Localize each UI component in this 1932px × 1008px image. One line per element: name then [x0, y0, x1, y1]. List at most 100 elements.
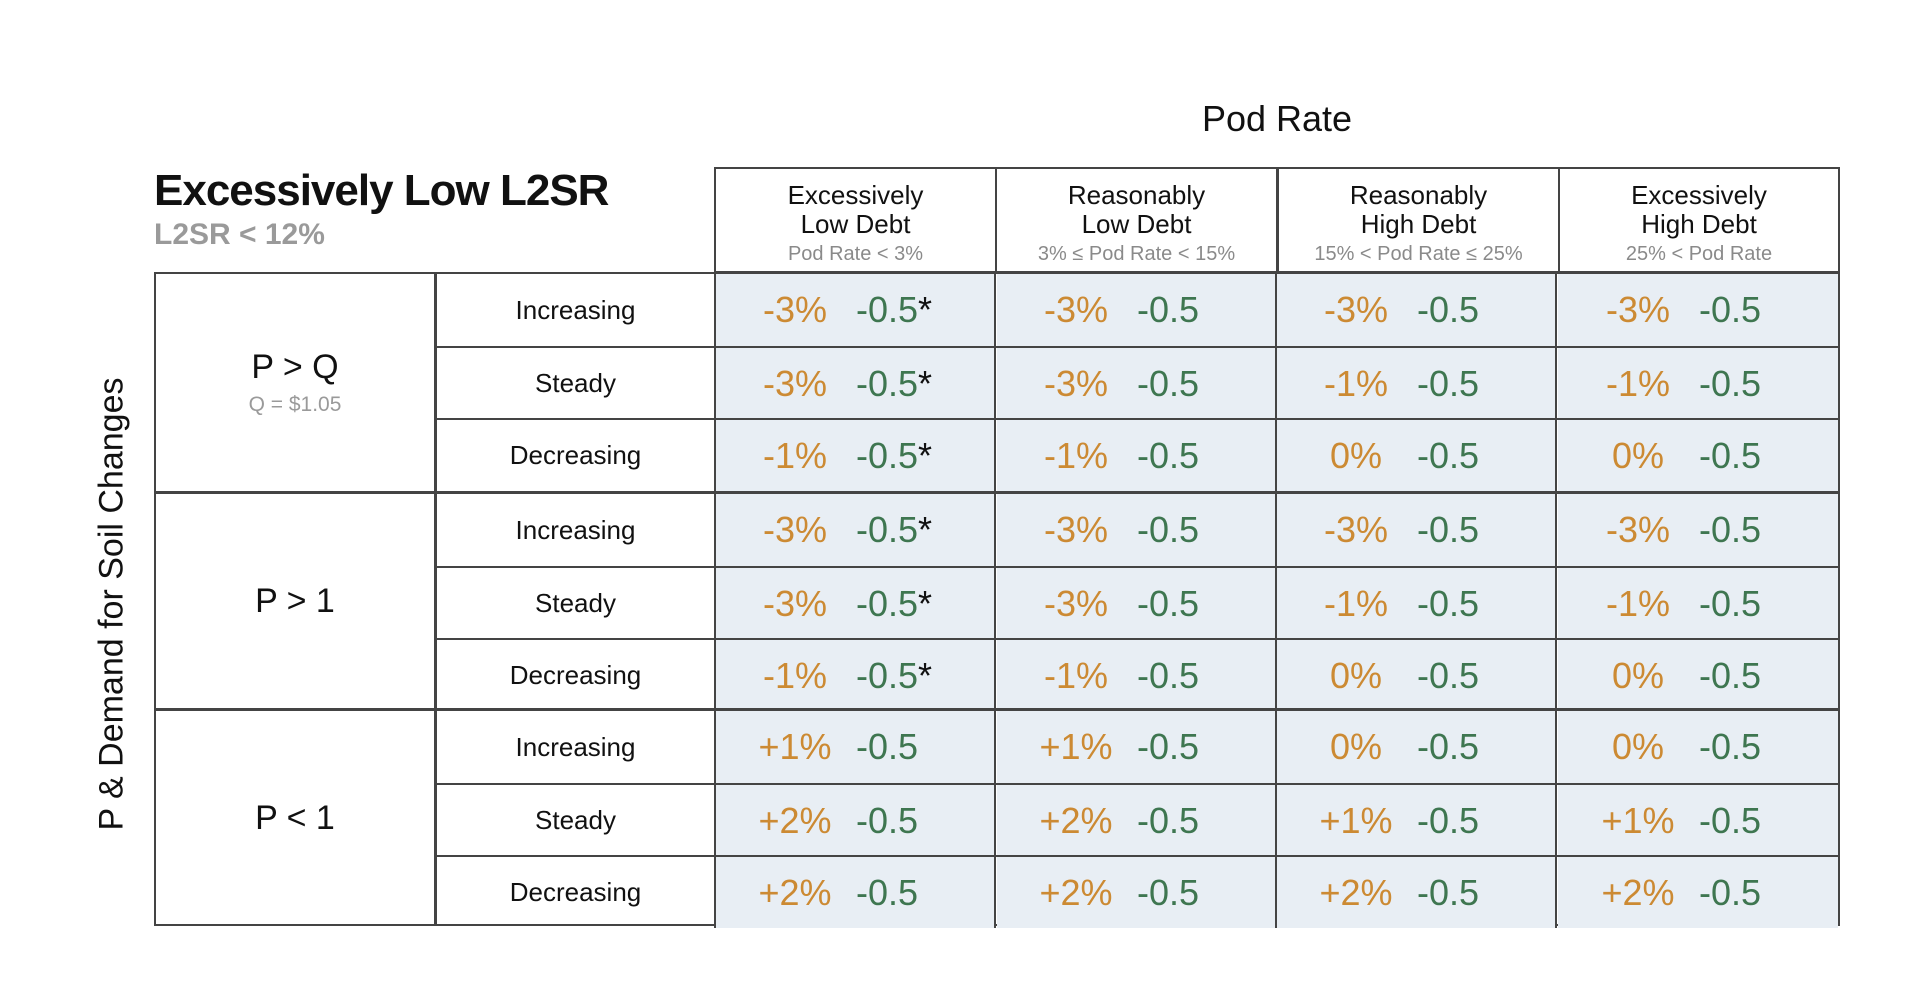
- group-condition-note: Q = $1.05: [248, 393, 342, 416]
- adjustment-value: -0.5: [1405, 583, 1525, 625]
- rate-change-value: -3%: [762, 289, 828, 330]
- rate-change-value: -1%: [1605, 362, 1671, 404]
- table-cell: -3% -0.5: [997, 348, 1278, 419]
- table-row: Steady +2% -0.5 +2% -0.5 +1% -0.5 +1% -0.5: [437, 783, 1838, 856]
- row-trend-label: Increasing: [437, 494, 716, 566]
- adjustment-number: -0.5: [1699, 871, 1762, 913]
- adjustment-number: -0.5: [856, 799, 919, 841]
- table-cell: 0% -0.5: [1558, 420, 1838, 491]
- table-row: Increasing -3% -0.5* -3% -0.5 -3% -0.5 -3% -0.5: [437, 494, 1838, 566]
- column-header-reasonably-high-debt: Reasonably High Debt 15% < Pod Rate ≤ 25…: [1276, 167, 1558, 273]
- table-cell: -3% -0.5*: [716, 274, 996, 346]
- table-title: Excessively Low L2SR: [154, 166, 609, 215]
- group-label: P > Q Q = $1.05: [156, 274, 437, 491]
- adjustment-value: -0.5: [1125, 726, 1245, 768]
- group-label: P > 1: [156, 494, 437, 708]
- adjustment-value: -0.5: [1687, 726, 1807, 768]
- table-cell: -1% -0.5: [997, 640, 1278, 711]
- table-cell: -1% -0.5: [997, 420, 1278, 491]
- rate-change-value: 0%: [1611, 726, 1665, 767]
- rate-change-value: -3%: [1043, 289, 1109, 330]
- column-header-line1: Excessively: [787, 180, 924, 210]
- rate-change-value: +2%: [758, 799, 832, 841]
- rate-change-value: -3%: [1043, 509, 1109, 550]
- adjustment-number: -0.5: [1417, 434, 1480, 476]
- adjustment-value: -0.5: [1125, 509, 1245, 551]
- table-cell: -1% -0.5: [1558, 348, 1838, 419]
- table-cell: +2% -0.5: [997, 785, 1278, 856]
- table-cell: -3% -0.5: [997, 274, 1278, 346]
- table-row: Steady -3% -0.5* -3% -0.5 -1% -0.5 -1% -0.5: [437, 566, 1838, 639]
- row-group: P > 1 Increasing -3% -0.5* -3% -0.5 -3% -0.5 -3%…: [156, 491, 1838, 711]
- table-cell: 0% -0.5: [1277, 711, 1557, 783]
- row-trend-label: Increasing: [437, 711, 716, 783]
- adjustment-number: -0.5: [1137, 582, 1200, 624]
- table-row: Increasing -3% -0.5* -3% -0.5 -3% -0.5 -3% -0.5: [437, 274, 1838, 346]
- table-cell: 0% -0.5: [1277, 420, 1557, 491]
- column-header-excessively-high-debt: Excessively High Debt 25% < Pod Rate: [1558, 167, 1840, 273]
- adjustment-number: -0.5: [1137, 509, 1200, 550]
- column-header-line1: Reasonably: [1349, 180, 1488, 210]
- adjustment-number: -0.5: [1137, 799, 1200, 841]
- adjustment-number: -0.5: [1137, 726, 1200, 767]
- adjustment-number: -0.5: [1417, 726, 1480, 767]
- adjustment-number: -0.5: [1417, 289, 1480, 330]
- rate-change-value: -3%: [762, 362, 828, 404]
- rate-change-value: -3%: [1323, 289, 1389, 330]
- adjustment-number: -0.5: [1699, 509, 1762, 550]
- row-trend-label: Steady: [437, 785, 716, 856]
- adjustment-number: -0.5: [1699, 289, 1762, 330]
- rate-change-value: -1%: [1043, 434, 1109, 476]
- adjustment-value: -0.5: [844, 726, 964, 768]
- adjustment-value: -0.5: [1687, 509, 1807, 551]
- group-condition: P > 1: [255, 581, 335, 620]
- rate-change-value: -3%: [1605, 289, 1671, 330]
- rate-change-value: +2%: [1319, 871, 1393, 913]
- table-cell: +1% -0.5: [997, 711, 1278, 783]
- adjustment-value: -0.5: [1687, 583, 1807, 625]
- table-cell: +1% -0.5: [1558, 785, 1838, 856]
- adjustment-value: -0.5: [1125, 800, 1245, 842]
- adjustment-number: -0.5: [1417, 362, 1480, 404]
- adjustment-value: -0.5: [1125, 872, 1245, 914]
- column-header-range: 3% ≤ Pod Rate < 15%: [1037, 243, 1236, 265]
- rate-change-value: -1%: [1323, 582, 1389, 624]
- footnote-asterisk: *: [918, 582, 933, 624]
- row-trend-label: Steady: [437, 348, 716, 419]
- table-cell: -3% -0.5: [1277, 494, 1557, 566]
- table-cell: -1% -0.5*: [716, 640, 996, 711]
- adjustment-value: -0.5*: [844, 583, 964, 625]
- adjustment-number: -0.5: [856, 726, 919, 767]
- adjustment-number: -0.5: [1699, 726, 1762, 767]
- adjustment-value: -0.5*: [844, 363, 964, 405]
- table-cell: -1% -0.5: [1558, 568, 1838, 639]
- column-header-line1: Reasonably: [1067, 180, 1206, 210]
- adjustment-value: -0.5: [1687, 655, 1807, 697]
- adjustment-number: -0.5: [856, 509, 919, 550]
- rate-change-value: +1%: [1319, 799, 1393, 841]
- adjustment-value: -0.5: [1405, 289, 1525, 331]
- rate-change-value: -1%: [762, 654, 828, 696]
- table-cell: +2% -0.5: [716, 785, 996, 856]
- rate-change-value: -3%: [1043, 362, 1109, 404]
- adjustment-value: -0.5: [1687, 289, 1807, 331]
- table-cell: -3% -0.5*: [716, 494, 996, 566]
- footnote-asterisk: *: [918, 362, 933, 404]
- rate-change-value: +1%: [1039, 726, 1113, 767]
- column-header-excessively-low-debt: Excessively Low Debt Pod Rate < 3%: [714, 167, 995, 273]
- adjustment-value: -0.5*: [844, 435, 964, 477]
- adjustment-value: -0.5: [1405, 872, 1525, 914]
- table-cell: 0% -0.5: [1558, 640, 1838, 711]
- adjustment-number: -0.5: [1137, 871, 1200, 913]
- row-trend-label: Decreasing: [437, 640, 716, 711]
- rate-change-value: -1%: [762, 434, 828, 476]
- footnote-asterisk: *: [918, 289, 933, 330]
- group-label: P < 1: [156, 711, 437, 925]
- table-row: Decreasing -1% -0.5* -1% -0.5 0% -0.5 0% -0.5: [437, 418, 1838, 491]
- adjustment-value: -0.5: [1687, 363, 1807, 405]
- group-condition: P < 1: [255, 798, 335, 837]
- adjustment-value: -0.5: [1125, 583, 1245, 625]
- adjustment-number: -0.5: [1699, 362, 1762, 404]
